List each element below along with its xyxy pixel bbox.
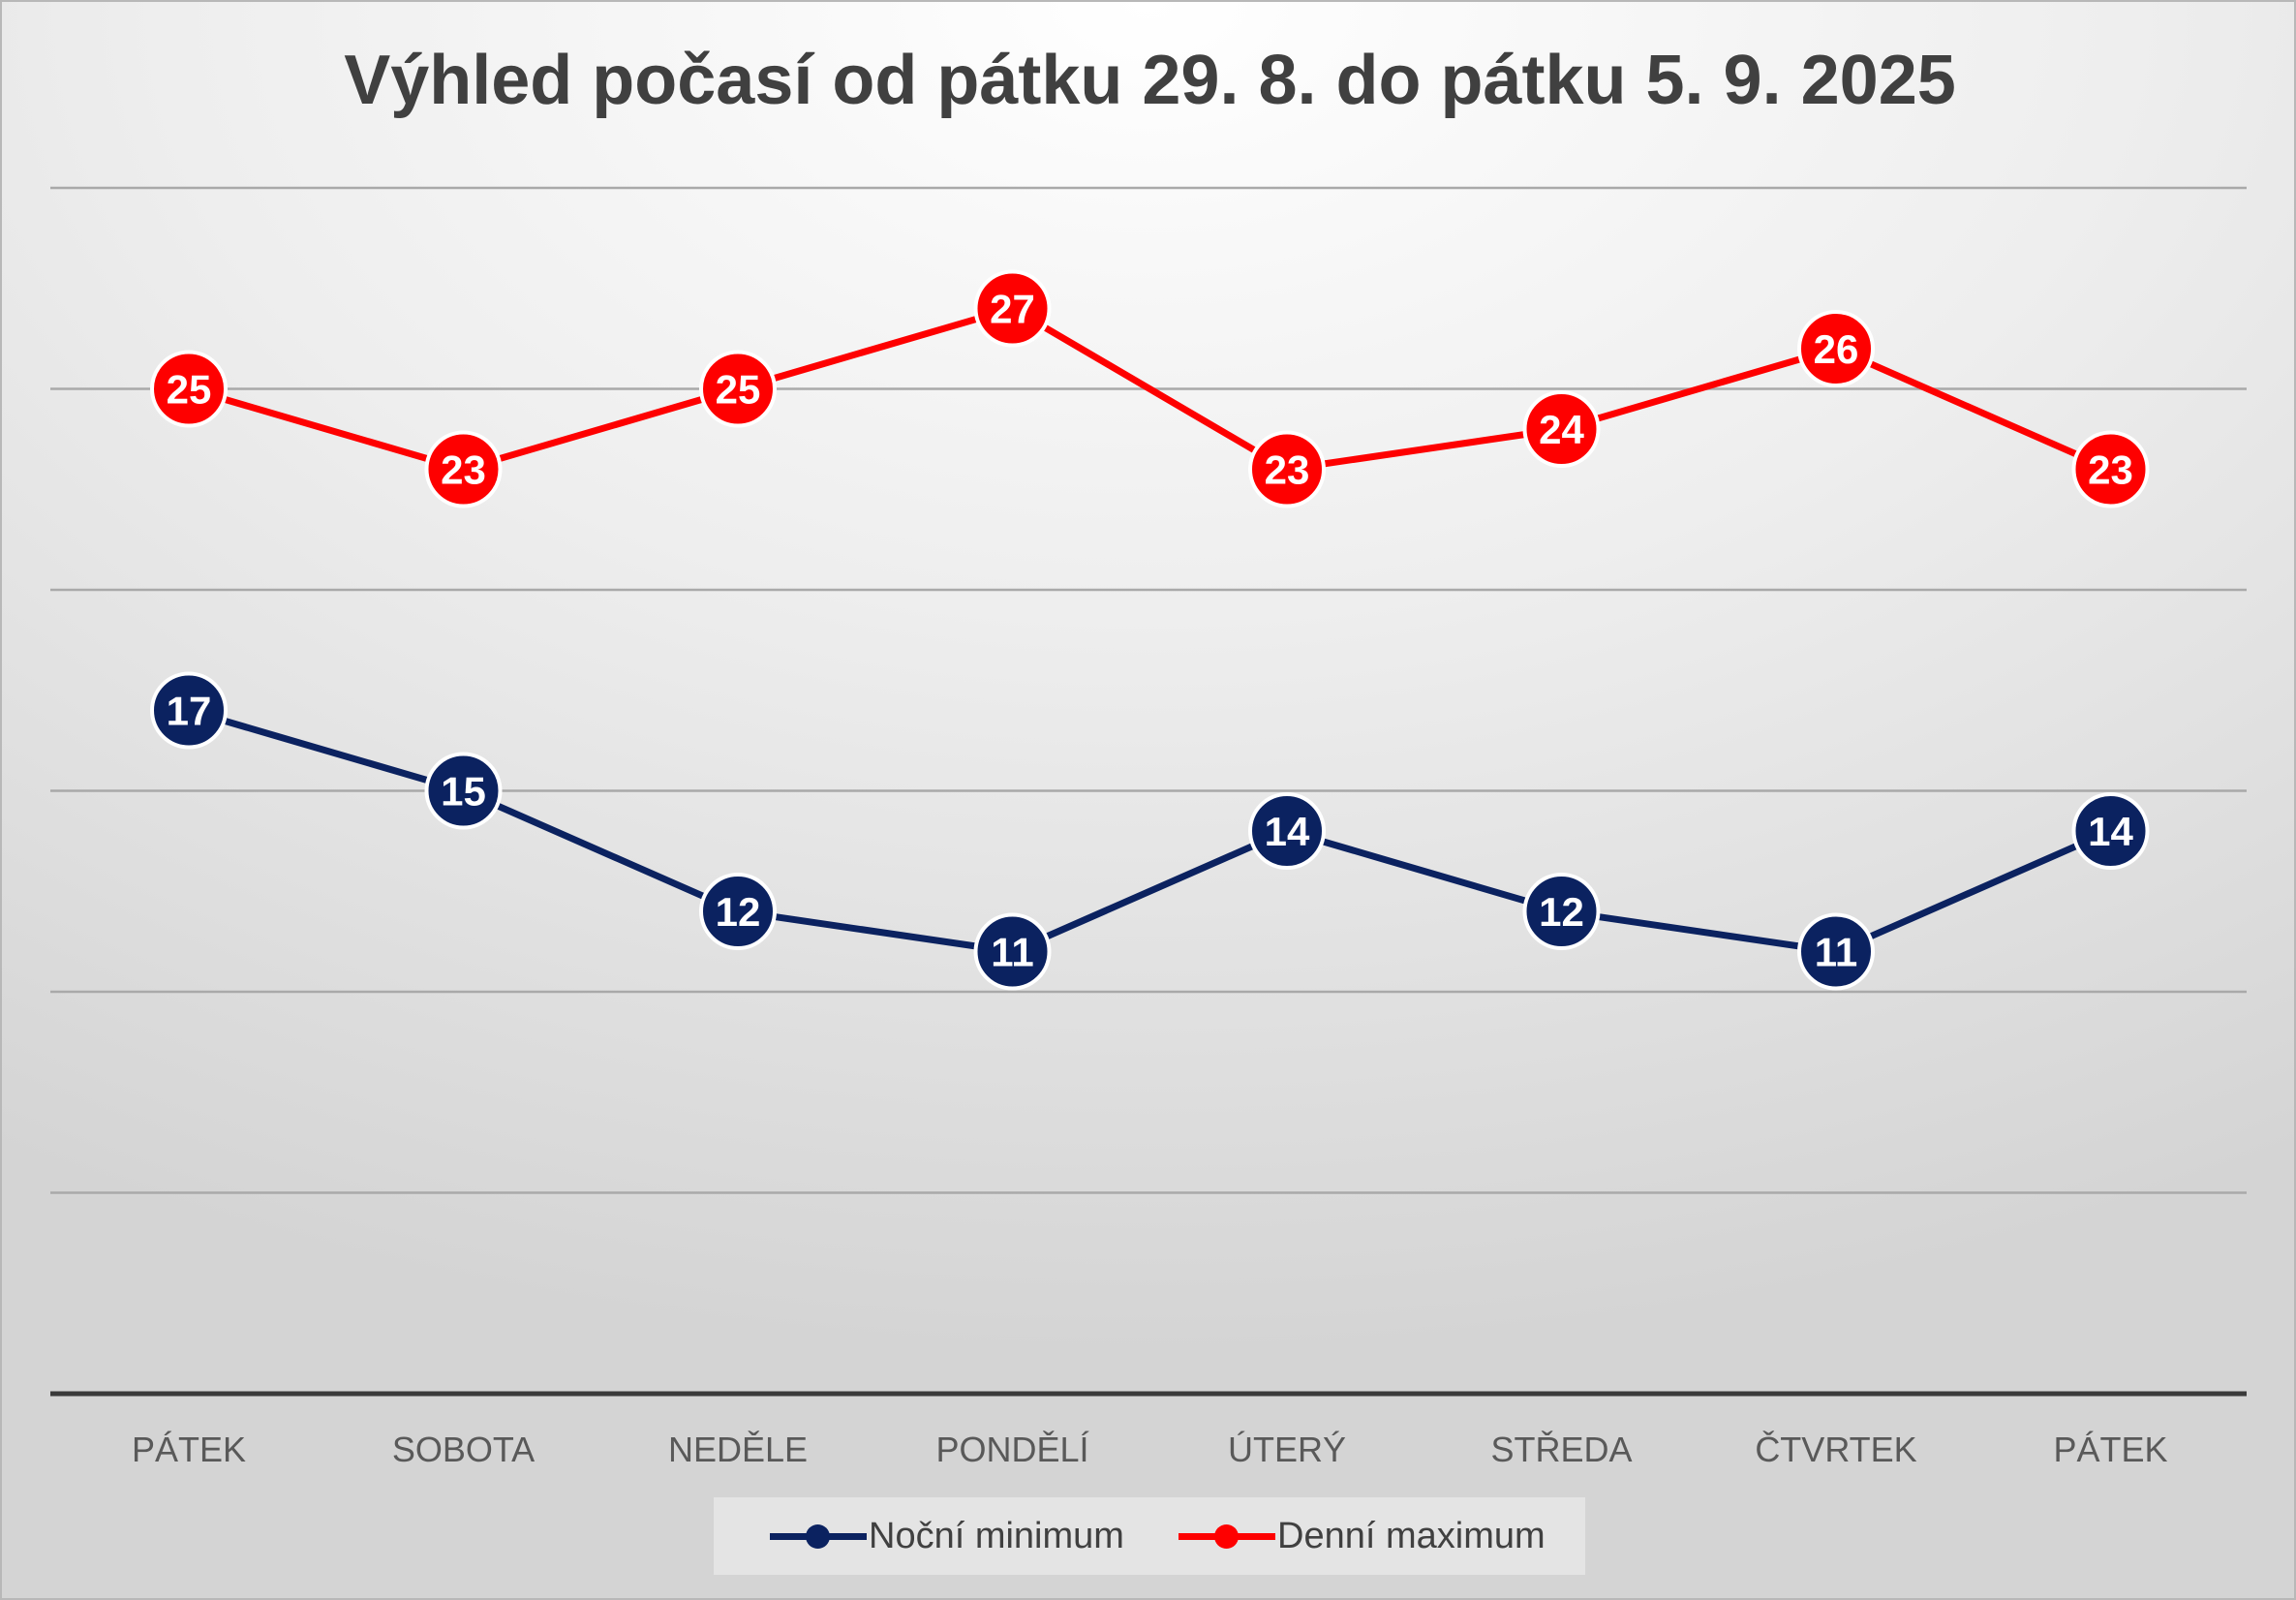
series-1-point-1 <box>424 430 503 508</box>
series-1-point-3 <box>973 269 1052 348</box>
series-1-data-label-0: 25 <box>167 367 212 413</box>
series-line-0 <box>185 707 2114 955</box>
series-0-data-label-0: 17 <box>167 689 212 734</box>
legend-dot-series-1 <box>1214 1523 1239 1549</box>
legend-dot-series-0 <box>806 1523 830 1549</box>
series-0-point-3 <box>973 912 1052 991</box>
series-1-data-label-4: 23 <box>1265 447 1310 493</box>
series-1-point-5 <box>1522 390 1601 468</box>
x-tick-label-5: STŘEDA <box>1490 1430 1632 1469</box>
series-line-1 <box>185 305 2114 473</box>
legend-label-series-0: Noční minimum <box>869 1515 1124 1556</box>
series-0-data-label-7: 14 <box>2088 809 2133 854</box>
series-0-data-label-2: 12 <box>716 889 761 935</box>
legend-line-series-1 <box>1179 1523 1275 1549</box>
legend-line-series-0 <box>770 1523 867 1549</box>
series-0-point-5 <box>1522 873 1601 950</box>
series-1-data-label-7: 23 <box>2088 447 2133 493</box>
series-1-point-7 <box>2071 430 2150 508</box>
series-0-data-label-3: 11 <box>991 930 1033 975</box>
x-tick-label-7: PÁTEK <box>2053 1430 2167 1469</box>
series-0-point-6 <box>1797 912 1875 991</box>
series-1-point-0 <box>150 350 228 428</box>
series-1-data-label-1: 23 <box>441 447 486 493</box>
x-tick-label-0: PÁTEK <box>132 1430 246 1469</box>
series-1-data-label-3: 27 <box>990 287 1035 332</box>
series-0-point-2 <box>699 873 777 950</box>
series-0-point-4 <box>1248 792 1326 870</box>
series-0-data-label-6: 11 <box>1815 930 1857 975</box>
series-1-point-2 <box>699 350 777 428</box>
x-tick-label-2: NEDĚLE <box>668 1430 808 1469</box>
series-0-data-label-4: 14 <box>1265 809 1310 854</box>
series-1-point-4 <box>1248 430 1326 508</box>
x-tick-label-4: ÚTERÝ <box>1228 1430 1346 1469</box>
legend-label-series-1: Denní maximum <box>1277 1515 1546 1556</box>
series-0-point-0 <box>150 671 228 750</box>
series-1-data-label-5: 24 <box>1539 407 1584 452</box>
legend-item-series-1: Denní maximum <box>1179 1497 1546 1575</box>
series-1-point-6 <box>1797 310 1875 387</box>
series-0-data-label-1: 15 <box>441 769 486 815</box>
series-1-data-label-2: 25 <box>716 367 761 413</box>
series-1-data-label-6: 26 <box>1814 326 1859 372</box>
series-0-point-7 <box>2071 792 2150 870</box>
chart-title: Výhled počasí od pátku 29. 8. do pátku 5… <box>344 42 1956 119</box>
legend: Noční minimum Denní maximum <box>714 1497 1585 1575</box>
x-tick-label-1: SOBOTA <box>392 1430 535 1469</box>
series-0-data-label-5: 12 <box>1539 889 1584 935</box>
series-0-point-1 <box>424 752 503 830</box>
legend-item-series-0: Noční minimum <box>770 1497 1124 1575</box>
x-tick-label-3: PONDĚLÍ <box>935 1430 1088 1469</box>
x-tick-label-6: ČTVRTEK <box>1755 1430 1916 1469</box>
